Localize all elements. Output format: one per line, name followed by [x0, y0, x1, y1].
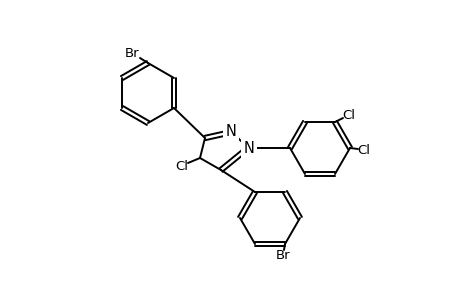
Text: Br: Br [275, 250, 290, 262]
Text: N: N [243, 140, 254, 155]
Text: Cl: Cl [175, 160, 188, 172]
Text: N: N [225, 124, 236, 139]
Text: Cl: Cl [342, 109, 355, 122]
Text: Br: Br [124, 46, 139, 59]
Text: Cl: Cl [357, 143, 369, 157]
